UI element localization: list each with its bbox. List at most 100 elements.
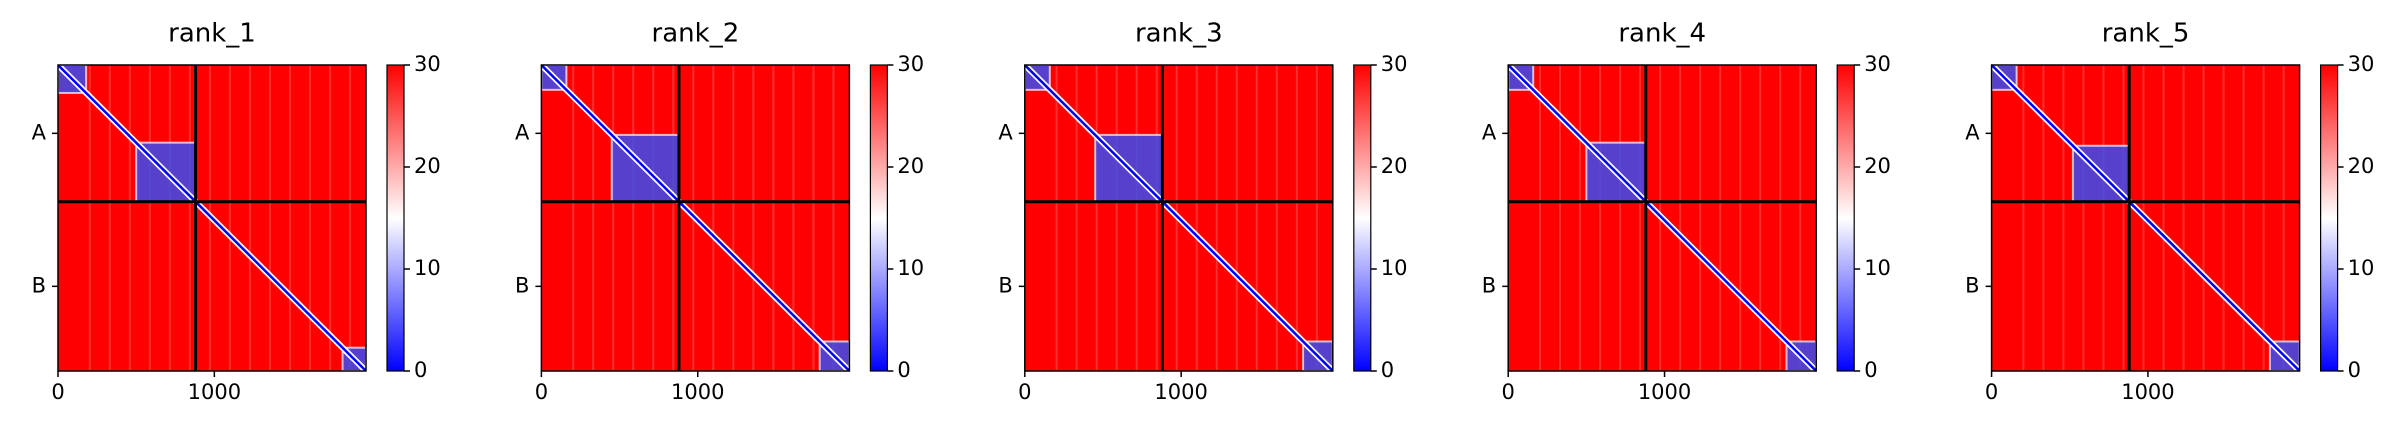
heatmap-texture: [88, 65, 91, 371]
chart-title: rank_5: [2102, 19, 2190, 49]
heatmap-texture: [672, 65, 675, 371]
heatmap-texture: [1639, 65, 1642, 371]
heatmap: [58, 65, 366, 371]
chart-title: rank_2: [652, 19, 740, 49]
heatmap-texture: [309, 65, 312, 371]
heatmap-texture: [1739, 65, 1742, 371]
colorbar-tick-label: 20: [2348, 154, 2375, 178]
heatmap-texture: [712, 65, 715, 371]
colorbar-tick-label: 20: [1381, 154, 1408, 178]
heatmap-texture: [1255, 65, 1258, 371]
heatmap-texture: [2062, 65, 2065, 371]
heatmap-texture: [1799, 65, 1802, 371]
heatmap-texture: [268, 65, 271, 371]
heatmap-texture: [128, 65, 131, 371]
x-tick-label: 1000: [2121, 380, 2174, 404]
heatmap: [1991, 65, 2300, 371]
colorbar-tick-label: 30: [1381, 52, 1408, 76]
heatmap-texture: [248, 65, 251, 371]
heatmap-texture: [772, 65, 775, 371]
heatmap-texture: [832, 65, 835, 371]
colorbar-tick-label: 10: [1864, 256, 1891, 280]
heatmap-texture: [289, 65, 291, 371]
x-tick-label: 0: [51, 380, 64, 404]
colorbar: [1836, 64, 1855, 372]
heatmap-texture: [228, 65, 231, 371]
chart-title: rank_3: [1135, 19, 1223, 49]
heatmap-texture: [1619, 65, 1622, 371]
colorbar-tick-label: 30: [2348, 52, 2375, 76]
heatmap-texture: [1095, 65, 1098, 371]
colorbar: [1353, 64, 1372, 372]
heatmap-texture: [2242, 65, 2245, 371]
y-tick-label: A: [515, 120, 530, 144]
colorbar-tick-label: 10: [414, 256, 441, 280]
heatmap-texture: [1579, 65, 1582, 371]
heatmap-texture: [1559, 65, 1562, 371]
diagonal: [1991, 65, 2300, 371]
heatmap-texture: [2182, 65, 2185, 371]
heatmap-texture: [1599, 65, 1602, 371]
x-tick-label: 1000: [671, 380, 724, 404]
heatmap-texture: [792, 65, 795, 371]
block-edge: [1508, 65, 1535, 91]
x-tick-label: 0: [535, 380, 548, 404]
block-edge: [541, 65, 568, 91]
x-tick-label: 1000: [1154, 380, 1207, 404]
y-tick-label: B: [998, 273, 1012, 297]
heatmap-texture: [2022, 65, 2025, 371]
heatmap-texture: [1215, 65, 1218, 371]
colorbar: [386, 64, 405, 372]
colorbar-tick-label: 0: [414, 358, 427, 382]
chart-title: rank_1: [168, 19, 256, 49]
diagonal: [541, 65, 850, 371]
heatmap-texture: [612, 65, 615, 371]
colorbar-tick-label: 10: [2348, 256, 2375, 280]
x-tick-label: 1000: [1638, 380, 1691, 404]
heatmap-texture: [632, 65, 635, 371]
y-tick-label: A: [1482, 120, 1497, 144]
colorbar-tick-label: 30: [1864, 52, 1891, 76]
axes-frame: [1024, 64, 1334, 372]
colorbar-tick-label: 10: [1381, 256, 1408, 280]
x-tick-label: 0: [1018, 380, 1031, 404]
y-tick-label: B: [1965, 273, 1979, 297]
x-tick-label: 0: [1985, 380, 1998, 404]
y-tick-label: A: [1965, 120, 1980, 144]
heatmap-texture: [148, 65, 151, 371]
y-tick-label: A: [998, 120, 1013, 144]
heatmap: [1508, 65, 1817, 371]
colorbar: [869, 64, 889, 372]
block-edge: [58, 65, 88, 94]
heatmap-texture: [1759, 65, 1762, 371]
heatmap-texture: [1779, 65, 1782, 371]
heatmap-texture: [2222, 65, 2225, 371]
chart-title: rank_4: [1618, 19, 1706, 49]
heatmap-texture: [168, 65, 171, 371]
colorbar-tick-label: 0: [1864, 358, 1877, 382]
heatmap-texture: [2102, 65, 2105, 371]
heatmap-texture: [1135, 65, 1138, 371]
colorbar-tick-label: 20: [414, 154, 441, 178]
heatmap-texture: [752, 65, 755, 371]
block-edge: [1024, 65, 1051, 91]
heatmap-texture: [2282, 65, 2285, 371]
heatmap-texture: [572, 65, 575, 371]
heatmap-texture: [349, 65, 352, 371]
heatmap-texture: [2082, 65, 2085, 371]
heatmap-texture: [1075, 65, 1078, 371]
diagonal: [1508, 65, 1817, 371]
x-tick-label: 1000: [188, 380, 241, 404]
x-tick-label: 0: [1502, 380, 1515, 404]
heatmap-texture: [1055, 65, 1058, 371]
heatmap-texture: [2202, 65, 2205, 371]
heatmap-texture: [329, 65, 332, 371]
colorbar-tick-label: 30: [897, 52, 924, 76]
y-tick-label: B: [32, 273, 46, 297]
colorbar-tick-label: 0: [897, 358, 910, 382]
colorbar-tick-label: 20: [897, 154, 924, 178]
heatmap-texture: [2162, 65, 2165, 371]
heatmap: [1024, 65, 1333, 371]
